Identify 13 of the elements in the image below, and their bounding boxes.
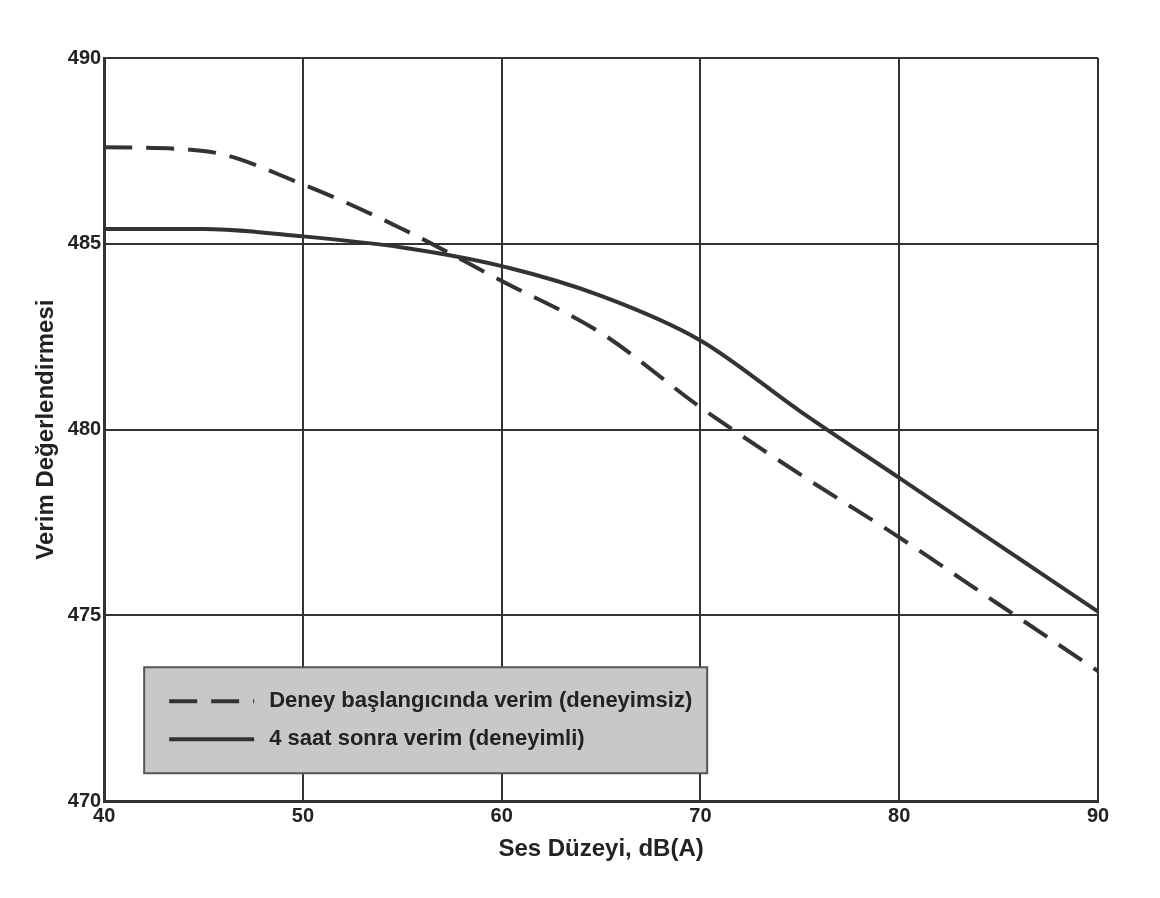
x-tick-label: 60 xyxy=(490,803,513,826)
x-axis-title: Ses Düzeyi, dB(A) xyxy=(498,834,704,862)
x-tick-label: 80 xyxy=(888,803,911,826)
y-tick-label: 490 xyxy=(67,45,102,68)
x-tick-label: 90 xyxy=(1086,803,1110,826)
y-axis-title: Verim Değerlendirmesi xyxy=(31,299,59,560)
legend-label: Deney başlangıcında verim (deneyimsiz) xyxy=(269,687,693,713)
y-tick-label: 485 xyxy=(67,231,102,254)
x-tick-label: 50 xyxy=(291,803,315,826)
legend-label: 4 saat sonra verim (deneyimli) xyxy=(269,725,585,751)
y-tick-label: 475 xyxy=(67,602,102,625)
x-tick-label: 70 xyxy=(689,803,712,826)
y-tick-label: 480 xyxy=(67,417,102,440)
